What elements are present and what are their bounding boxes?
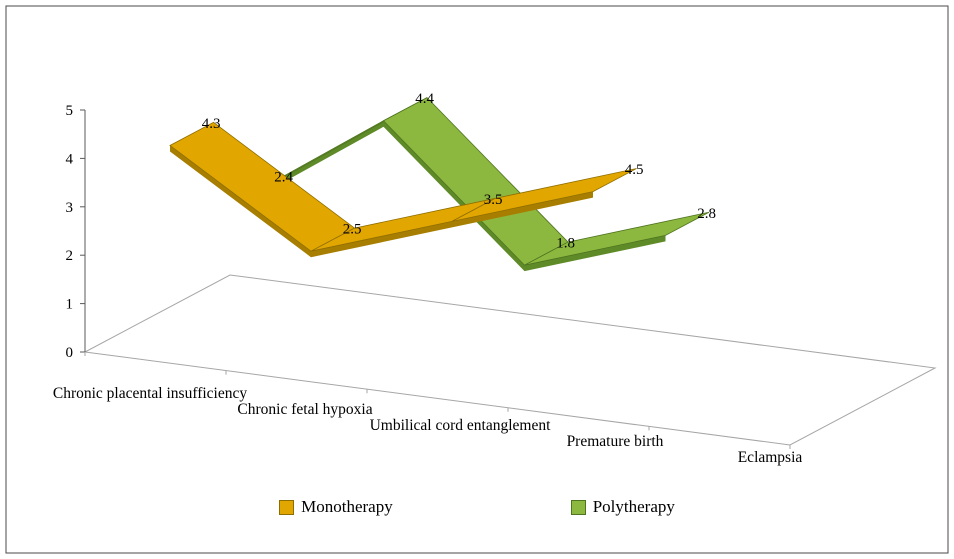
ribbon-polytherapy	[382, 97, 569, 266]
data-label-polytherapy: 2.8	[697, 206, 716, 222]
category-label: Premature birth	[567, 433, 664, 450]
data-label-polytherapy: 2.4	[274, 169, 293, 185]
ribbon-polytherapy	[524, 211, 710, 266]
monotherapy-color-swatch	[279, 499, 295, 515]
legend-label-polytherapy: Polytherapy	[592, 497, 675, 516]
legend-item-polytherapy: Polytherapy	[570, 497, 675, 517]
data-label-polytherapy: 4.4	[415, 91, 434, 107]
polytherapy-color-swatch	[570, 499, 586, 515]
value-axis-tick-label: 2	[66, 248, 74, 264]
ribbon-side-monotherapy	[170, 145, 311, 258]
ribbon-side-polytherapy	[383, 120, 525, 272]
value-axis-tick-label: 3	[66, 200, 74, 216]
figure-border	[5, 5, 949, 554]
ribbon-side-polytherapy	[524, 235, 666, 272]
ribbon-side-monotherapy	[311, 221, 452, 258]
legend-item-monotherapy: Monotherapy	[279, 497, 393, 517]
chart-legend: Monotherapy Polytherapy	[0, 497, 954, 517]
category-label: Eclampsia	[738, 449, 803, 466]
value-axis-tick-label: 0	[66, 345, 74, 361]
ribbon-side-monotherapy	[452, 191, 593, 228]
legend-label-monotherapy: Monotherapy	[301, 497, 393, 516]
ribbon-monotherapy	[451, 168, 637, 222]
value-axis-tick-label: 5	[66, 103, 74, 119]
value-axis-tick-label: 4	[66, 151, 74, 167]
data-label-monotherapy: 4.5	[625, 162, 644, 178]
data-label-monotherapy: 3.5	[484, 192, 503, 208]
chart-floor	[83, 274, 937, 446]
data-label-polytherapy: 1.8	[556, 236, 575, 252]
category-label: Umbilical cord entanglement	[370, 417, 551, 434]
value-axis-tick-label: 1	[66, 297, 74, 313]
category-label: Chronic fetal hypoxia	[237, 401, 372, 418]
data-label-monotherapy: 4.3	[202, 116, 221, 132]
data-label-monotherapy: 2.5	[343, 222, 362, 238]
ribbon-monotherapy	[169, 121, 356, 252]
category-label: Chronic placental insufficiency	[53, 385, 248, 402]
